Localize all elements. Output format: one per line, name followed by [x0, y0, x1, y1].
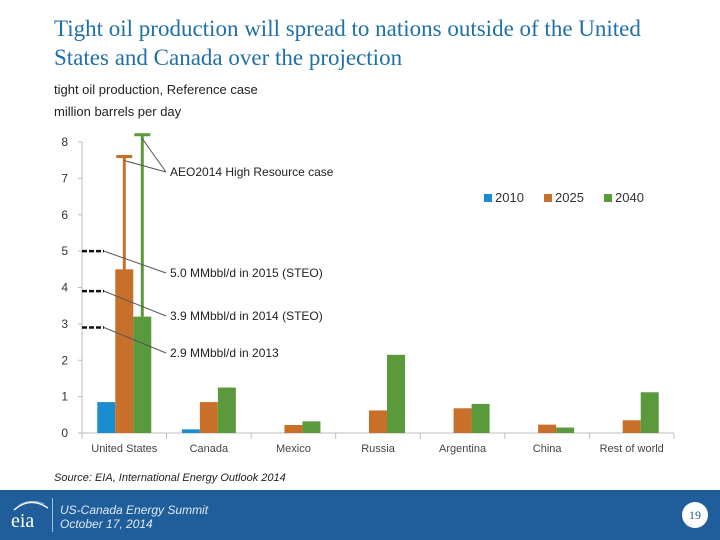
y-tick-label: 0 [61, 426, 68, 440]
bar-2025 [199, 402, 218, 433]
chart-units: million barrels per day [54, 104, 182, 119]
legend-label-2025: 2025 [555, 190, 584, 205]
bar-2040 [556, 427, 575, 433]
footer-bar: eia US-Canada Energy Summit October 17, … [0, 490, 720, 540]
bar-2040 [640, 392, 659, 433]
bar-2040 [217, 387, 236, 433]
bar-2025 [538, 424, 557, 433]
bar-2025 [622, 420, 641, 433]
high-resource-leader [141, 138, 167, 173]
footer-event: US-Canada Energy Summit [60, 503, 209, 517]
reference-leader [103, 290, 167, 317]
high-resource-label: AEO2014 High Resource case [170, 165, 334, 179]
eia-logo-icon: eia [11, 500, 49, 532]
reference-marker-label: 2.9 MMbbl/d in 2013 [170, 346, 279, 360]
x-tick-label: Argentina [439, 443, 487, 455]
y-tick-label: 8 [61, 135, 68, 149]
x-tick-label: China [533, 443, 563, 455]
chart-subtitle: tight oil production, Reference case [54, 82, 258, 97]
y-tick-label: 2 [61, 353, 68, 367]
y-tick-label: 6 [61, 208, 68, 222]
legend-label-2040: 2040 [615, 190, 644, 205]
bar-2040 [302, 421, 321, 433]
bar-2025 [453, 408, 472, 433]
tight-oil-chart: 0 1 2 3 4 5 6 7 8 United States Canada Mexico Russia… [61, 133, 675, 455]
bar-2040 [471, 403, 490, 433]
page-number: 19 [682, 502, 708, 528]
bar-2040 [133, 316, 152, 433]
reference-leader [103, 250, 167, 274]
bar-2025 [284, 424, 303, 433]
reference-marker-label: 5.0 MMbbl/d in 2015 (STEO) [170, 266, 323, 280]
source-note: Source: EIA, International Energy Outloo… [54, 472, 286, 484]
x-tick-label: Russia [361, 443, 396, 455]
reference-leader [103, 327, 167, 354]
y-tick-label: 3 [61, 317, 68, 331]
y-tick-label: 7 [61, 171, 68, 185]
y-tick-label: 1 [61, 390, 68, 404]
logo-text: eia [11, 510, 34, 532]
x-tick-label: Canada [190, 443, 229, 455]
x-tick-label: United States [91, 443, 158, 455]
footer-divider [52, 498, 53, 532]
bar-2010 [181, 429, 200, 433]
reference-marker-label: 3.9 MMbbl/d in 2014 (STEO) [170, 309, 323, 323]
bar-2010 [97, 402, 116, 433]
legend-swatch-2040 [604, 194, 612, 202]
bar-2025 [369, 410, 387, 433]
footer-date: October 17, 2014 [60, 517, 153, 531]
legend-swatch-2010 [484, 194, 492, 202]
x-tick-label: Rest of world [600, 443, 664, 455]
x-tick-label: Mexico [276, 443, 311, 455]
legend-label-2010: 2010 [495, 190, 524, 205]
bar-2040 [387, 354, 405, 433]
high-resource-leader [124, 160, 167, 173]
y-tick-label: 5 [61, 244, 68, 258]
y-tick-label: 4 [61, 281, 68, 295]
legend-swatch-2025 [544, 194, 552, 202]
bar-2025 [115, 269, 134, 433]
slide-title: Tight oil production will spread to nati… [54, 16, 641, 70]
